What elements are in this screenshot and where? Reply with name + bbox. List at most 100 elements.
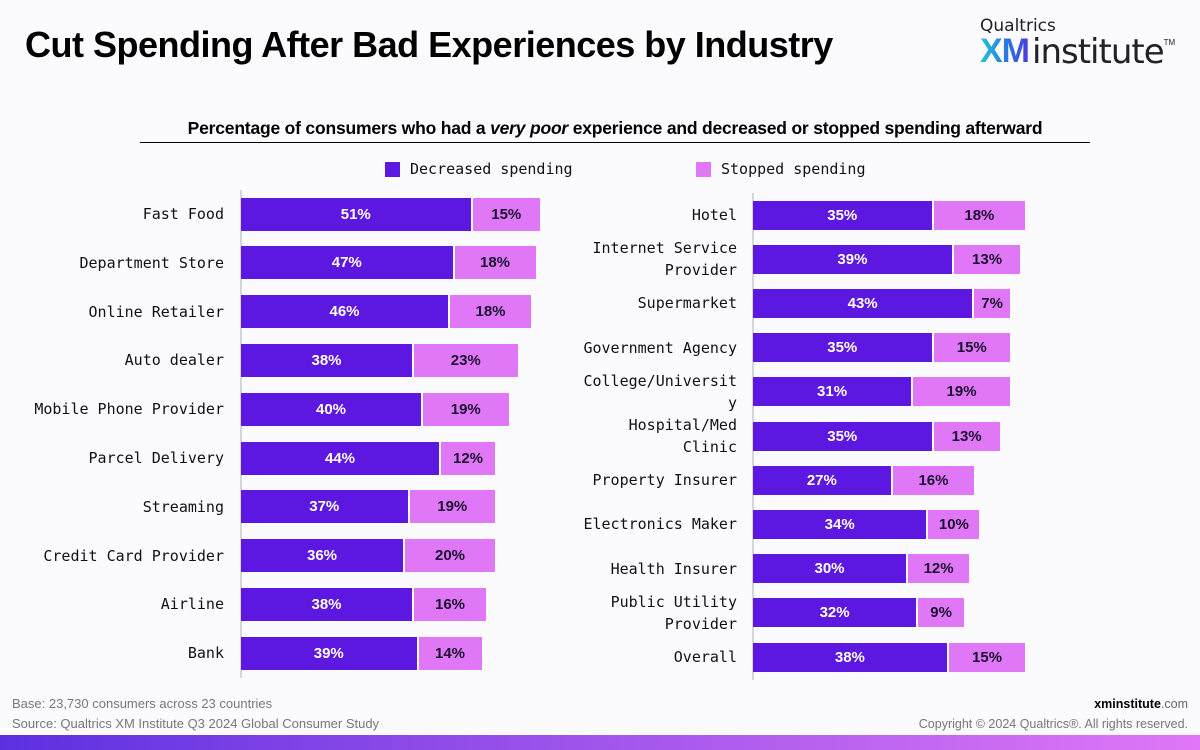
- category-label: Streaming: [142, 497, 224, 516]
- category-label: Credit Card Provider: [43, 546, 224, 565]
- bar-stopped: 16%: [892, 465, 975, 495]
- bar-decreased: 31%: [753, 377, 912, 407]
- data-label: 36%: [306, 547, 338, 565]
- category-label: Hotel: [691, 206, 737, 224]
- category-label: Supermarket: [637, 294, 737, 313]
- logo-trademark: TM: [1163, 38, 1176, 47]
- data-label: 13%: [972, 250, 1003, 268]
- data-label: 38%: [311, 351, 342, 369]
- category-label: Electronics Maker: [583, 515, 737, 534]
- category-label: College/Universit y: [583, 371, 737, 412]
- data-label: 39%: [313, 644, 344, 662]
- category-label: Online Retailer: [88, 302, 224, 321]
- category-label: Airline: [160, 595, 224, 614]
- bar-decreased: 38%: [241, 343, 412, 377]
- category-label: Mobile Phone Provider: [34, 400, 224, 419]
- data-label: 35%: [827, 206, 858, 224]
- data-label: 38%: [834, 648, 865, 666]
- category-label: Auto dealer: [124, 351, 224, 370]
- category-label: Parcel Delivery: [88, 449, 224, 467]
- bar-stopped: 18%: [454, 246, 536, 280]
- bar-decreased: 34%: [753, 509, 927, 539]
- bar-decreased: 39%: [241, 636, 417, 670]
- bar-decreased: 32%: [753, 598, 917, 628]
- bar-stopped: 15%: [472, 197, 540, 231]
- legend-swatch-stopped: [696, 161, 711, 177]
- data-label: 27%: [806, 471, 837, 489]
- data-label: 43%: [847, 294, 878, 312]
- legend-item-stopped: Stopped spending: [696, 160, 866, 178]
- xm-institute-logo: Qualtrics XM institute TM: [980, 16, 1175, 72]
- data-label: 51%: [340, 205, 371, 223]
- bar-decreased: 37%: [241, 490, 408, 524]
- data-label: 7%: [981, 294, 1003, 312]
- bar-stopped: 7%: [974, 288, 1010, 318]
- data-label: 31%: [817, 383, 848, 401]
- data-label: 12%: [923, 560, 954, 578]
- data-label: 15%: [956, 339, 987, 357]
- bar-decreased: 43%: [753, 288, 973, 318]
- footer-url[interactable]: xminstitute.com: [919, 694, 1188, 714]
- bar-stopped: 18%: [450, 295, 531, 329]
- bar-stopped: 9%: [918, 598, 965, 628]
- category-label: Internet Service Provider: [592, 239, 738, 280]
- category-label: Property Insurer: [592, 471, 738, 490]
- data-label: 18%: [964, 206, 995, 224]
- data-label: 34%: [824, 515, 855, 533]
- legend-item-decreased: Decreased spending: [385, 160, 573, 178]
- category-label: Fast Food: [142, 205, 224, 223]
- bar-stopped: 15%: [933, 333, 1010, 363]
- bar-stopped: 20%: [405, 539, 495, 573]
- category-label: Bank: [187, 644, 224, 663]
- footer-notes: Base: 23,730 consumers across 23 countri…: [12, 694, 379, 734]
- category-label: Government Agency: [583, 338, 737, 357]
- bar-decreased: 46%: [241, 295, 448, 329]
- subtitle-before: Percentage of consumers who had a: [187, 118, 491, 138]
- bar-decreased: 44%: [241, 441, 439, 475]
- data-label: 35%: [827, 427, 858, 445]
- data-label: 18%: [479, 254, 511, 272]
- footer-credits: xminstitute.com Copyright © 2024 Qualtri…: [919, 694, 1188, 734]
- bar-stopped: 18%: [933, 200, 1026, 230]
- data-label: 40%: [315, 400, 347, 418]
- data-label: 35%: [827, 339, 858, 357]
- data-label: 12%: [452, 449, 484, 467]
- logo-institute: institute: [1032, 32, 1165, 72]
- bar-stopped: 12%: [908, 554, 970, 584]
- bar-decreased: 30%: [753, 554, 906, 584]
- data-label: 16%: [434, 595, 466, 613]
- axis-line: [240, 190, 242, 678]
- data-label: 19%: [450, 400, 481, 418]
- data-label: 39%: [837, 250, 868, 268]
- bar-decreased: 38%: [241, 587, 412, 621]
- bar-stopped: 19%: [409, 490, 495, 524]
- data-label: 20%: [434, 547, 466, 565]
- footer-base: Base: 23,730 consumers across 23 countri…: [12, 696, 273, 711]
- bottom-gradient-bar: [0, 735, 1200, 750]
- legend-swatch-decreased: [385, 161, 400, 177]
- data-label: 19%: [437, 498, 468, 516]
- footer-copyright: Copyright © 2024 Qualtrics®. All rights …: [918, 717, 1188, 731]
- bar-stopped: 23%: [414, 343, 518, 377]
- data-label: 44%: [324, 449, 356, 467]
- logo-brand: Qualtrics: [980, 16, 1056, 36]
- bar-stopped: 19%: [913, 377, 1010, 407]
- bar-decreased: 51%: [241, 197, 471, 231]
- category-label: Hospital/Med Clinic: [628, 416, 737, 456]
- data-label: 37%: [309, 498, 340, 516]
- bar-decreased: 40%: [241, 392, 421, 426]
- logo-xm: XM: [980, 32, 1030, 70]
- bar-stopped: 15%: [948, 642, 1026, 672]
- data-label: 9%: [930, 604, 952, 622]
- page-title: Cut Spending After Bad Experiences by In…: [25, 24, 833, 65]
- bar-stopped: 13%: [953, 244, 1021, 274]
- subtitle-after: experience and decreased or stopped spen…: [568, 118, 1043, 138]
- bar-decreased: 36%: [241, 539, 403, 573]
- bar-decreased: 35%: [753, 333, 932, 363]
- data-label: 15%: [491, 205, 522, 223]
- subtitle-italic: very poor: [490, 118, 569, 138]
- bar-decreased: 35%: [753, 421, 932, 451]
- footer-url-bold: xminstitute: [1094, 697, 1161, 711]
- bar-stopped: 14%: [418, 636, 482, 670]
- bar-stopped: 19%: [423, 392, 509, 426]
